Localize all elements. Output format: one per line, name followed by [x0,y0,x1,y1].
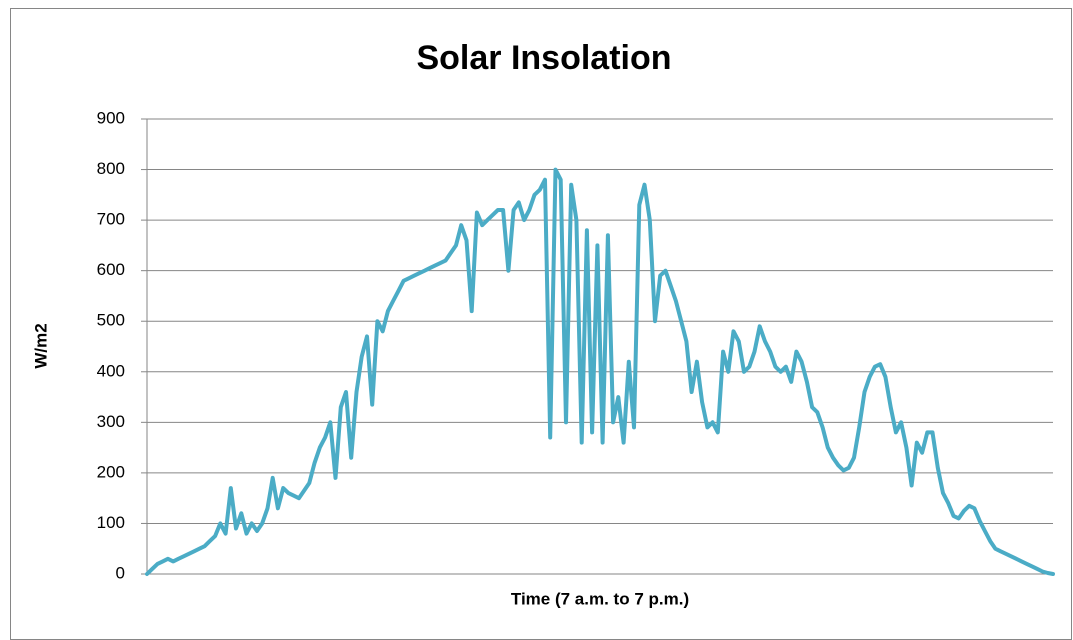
y-tick-label: 200 [97,462,125,481]
data-line [145,167,1055,576]
y-tick-label: 800 [97,159,125,178]
y-tick-label: 900 [97,108,125,127]
y-tick-label: 500 [97,311,125,330]
chart-frame [10,8,1072,640]
y-tick-label: 100 [97,513,125,532]
y-tick-label: 600 [97,260,125,279]
y-tick-label: 0 [116,563,125,582]
x-axis-label: Time (7 a.m. to 7 p.m.) [511,589,689,608]
y-tick-label: 700 [97,210,125,229]
y-tick-label: 400 [97,361,125,380]
y-tick-label: 300 [97,412,125,431]
y-axis-label: W/m2 [31,323,50,368]
chart-title: Solar Insolation [416,39,671,77]
